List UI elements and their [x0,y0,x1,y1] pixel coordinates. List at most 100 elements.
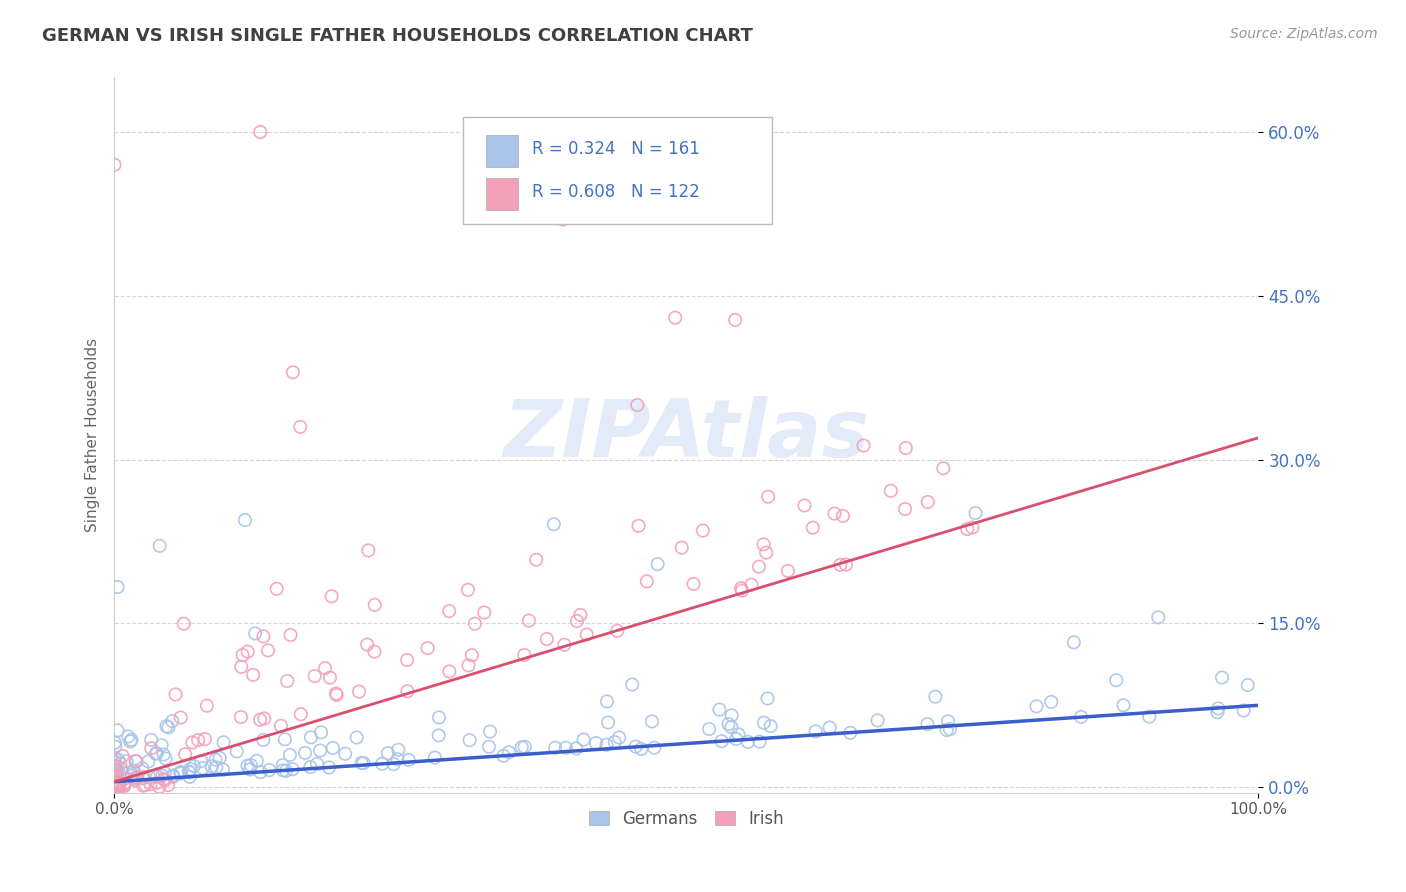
Point [1112,698,1135,713]
Point [108,775,131,789]
Point [252,629,274,643]
Point [439,665,461,679]
Point [962,520,984,534]
Point [110,756,132,771]
Point [138,755,160,769]
Point [932,461,955,475]
Point [132,770,155,784]
Point [536,632,558,646]
Point [253,711,276,725]
Point [290,420,312,434]
Point [524,553,547,567]
Point [177,764,200,779]
Point [309,743,332,757]
Point [104,755,127,769]
Point [162,770,184,784]
Point [752,715,775,730]
Point [103,772,125,787]
Point [160,714,183,728]
Text: R = 0.608   N = 122: R = 0.608 N = 122 [531,183,700,201]
Point [551,212,574,227]
Point [1147,610,1170,624]
Point [120,734,142,748]
Point [498,745,520,759]
Point [249,713,271,727]
Point [492,748,515,763]
Point [314,661,336,675]
Point [153,765,176,780]
Point [510,740,533,755]
Point [179,770,201,784]
Point [565,614,588,628]
Point [107,723,129,738]
Point [107,753,129,767]
Point [174,747,197,762]
Point [364,598,387,612]
Point [737,735,759,749]
Point [382,757,405,772]
Point [281,762,304,776]
Point [731,583,754,598]
Bar [486,135,519,167]
Point [242,668,264,682]
Point [181,735,204,749]
Point [624,739,647,754]
Point [457,582,479,597]
Point [852,438,875,452]
Point [173,616,195,631]
Point [194,732,217,747]
Point [271,764,294,778]
Point [325,686,347,700]
Point [917,495,939,509]
Point [108,777,131,791]
Point [105,764,128,778]
Point [134,778,156,792]
Point [170,764,193,779]
Point [697,722,720,736]
Point [153,772,176,786]
Point [274,732,297,747]
Point [801,521,824,535]
Point [270,719,292,733]
Point [748,559,770,574]
Point [124,754,146,768]
Point [335,747,357,761]
Point [894,441,917,455]
Point [1025,699,1047,714]
Point [1206,701,1229,715]
Point [249,125,271,139]
Point [965,506,987,520]
Point [304,669,326,683]
Point [461,648,484,662]
Point [183,759,205,773]
Point [835,558,858,572]
Point [110,762,132,776]
Point [517,614,540,628]
Point [153,773,176,788]
Point [1137,709,1160,723]
Point [146,747,169,761]
Point [643,740,665,755]
Point [575,627,598,641]
Point [103,750,125,764]
Point [626,398,648,412]
Point [318,760,340,774]
Point [710,734,733,748]
Point [396,684,419,698]
Point [1206,705,1229,719]
FancyBboxPatch shape [463,117,772,224]
Point [122,764,145,778]
Point [155,751,177,765]
Point [266,582,288,596]
Point [636,574,658,589]
Point [179,762,201,776]
Point [1232,704,1254,718]
Point [627,518,650,533]
Point [249,765,271,780]
Point [103,778,125,792]
Point [252,733,274,747]
Point [956,522,979,536]
Point [319,671,342,685]
Point [309,725,332,739]
Point [664,310,686,325]
